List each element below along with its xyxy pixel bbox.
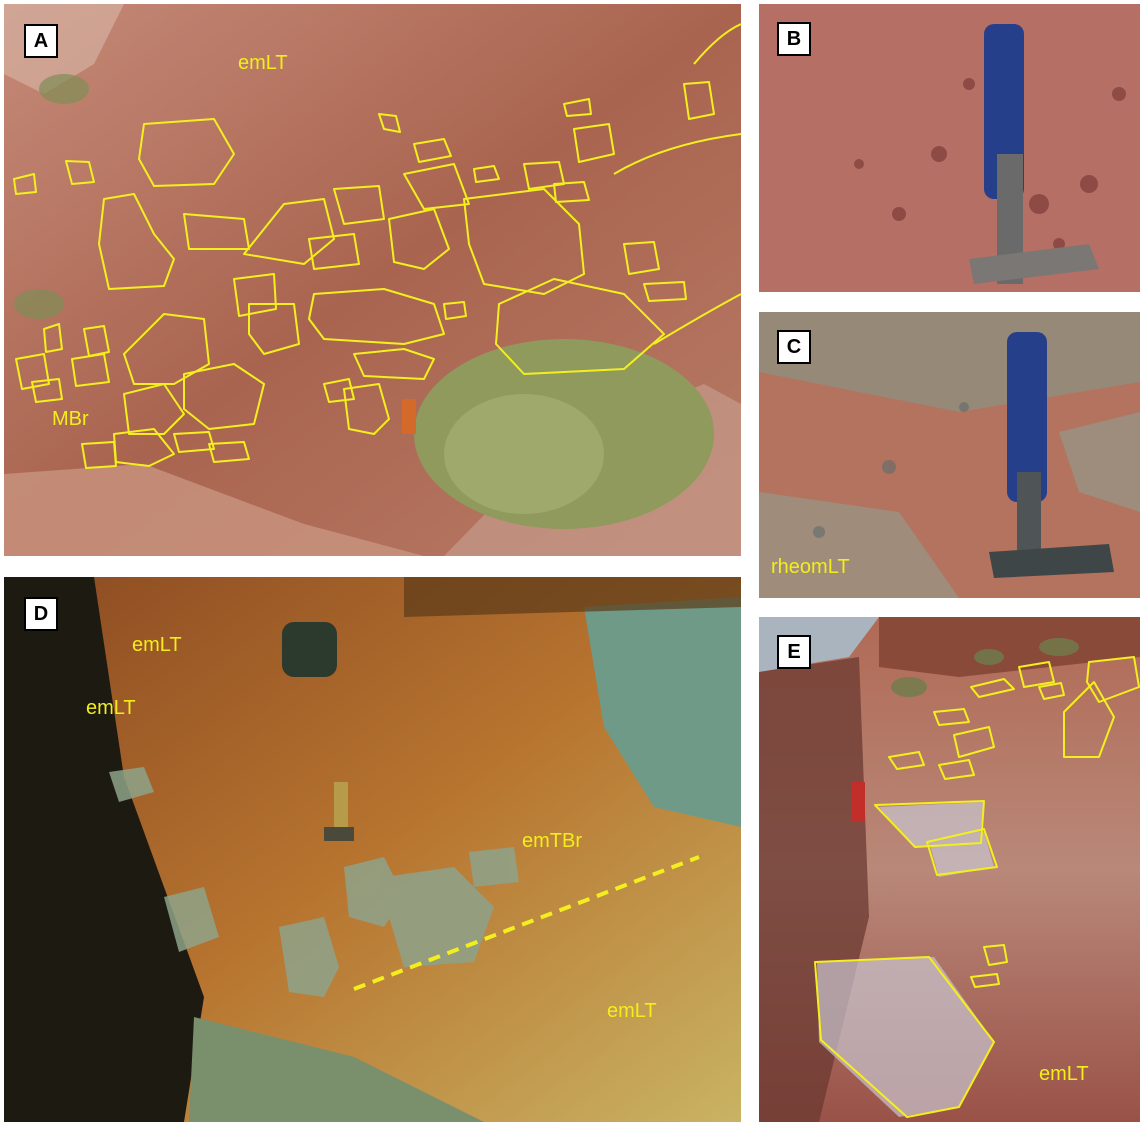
clast-outlines (814, 656, 1140, 1118)
panel-c: C rheomLT (759, 312, 1140, 598)
panel-d-photo (4, 577, 741, 1122)
panel-c-label: C (777, 330, 811, 364)
panel-a-label: A (24, 24, 58, 58)
person-figure (402, 399, 416, 434)
unit-label-emtbr: emTBr (522, 830, 582, 852)
panel-b-photo (759, 4, 1140, 292)
unit-label-emlt: emLT (1039, 1063, 1089, 1085)
clast-outlines (13, 81, 715, 469)
person-figure (851, 782, 865, 822)
unit-label-emlt-upper: emLT (132, 634, 182, 656)
unit-label-mbr: MBr (52, 408, 89, 430)
panel-b: B (759, 4, 1140, 292)
hammer (969, 24, 1099, 284)
backpack (282, 622, 337, 677)
panel-e-photo (759, 617, 1140, 1122)
panel-a: A emLT MBr (4, 4, 741, 556)
hammer (334, 782, 348, 837)
unit-label-emlt: emLT (238, 52, 288, 74)
panel-e-label: E (777, 635, 811, 669)
panel-c-photo (759, 312, 1140, 598)
unit-label-emlt-lower: emLT (607, 1000, 657, 1022)
contact-dashed-line (353, 855, 700, 991)
contact-line (653, 293, 741, 345)
panel-d-label: D (24, 597, 58, 631)
panel-a-photo (4, 4, 741, 556)
hammer-head (969, 244, 1099, 284)
panel-d: D emLT emLT emTBr emLT (4, 577, 741, 1122)
unit-label-rheomlt: rheomLT (771, 556, 850, 578)
hammer (989, 332, 1114, 578)
unit-label-emlt-left: emLT (86, 697, 136, 719)
panel-e: E emLT (759, 617, 1140, 1122)
panel-b-label: B (777, 22, 811, 56)
contact-line (613, 133, 741, 175)
contact-line (693, 23, 741, 65)
